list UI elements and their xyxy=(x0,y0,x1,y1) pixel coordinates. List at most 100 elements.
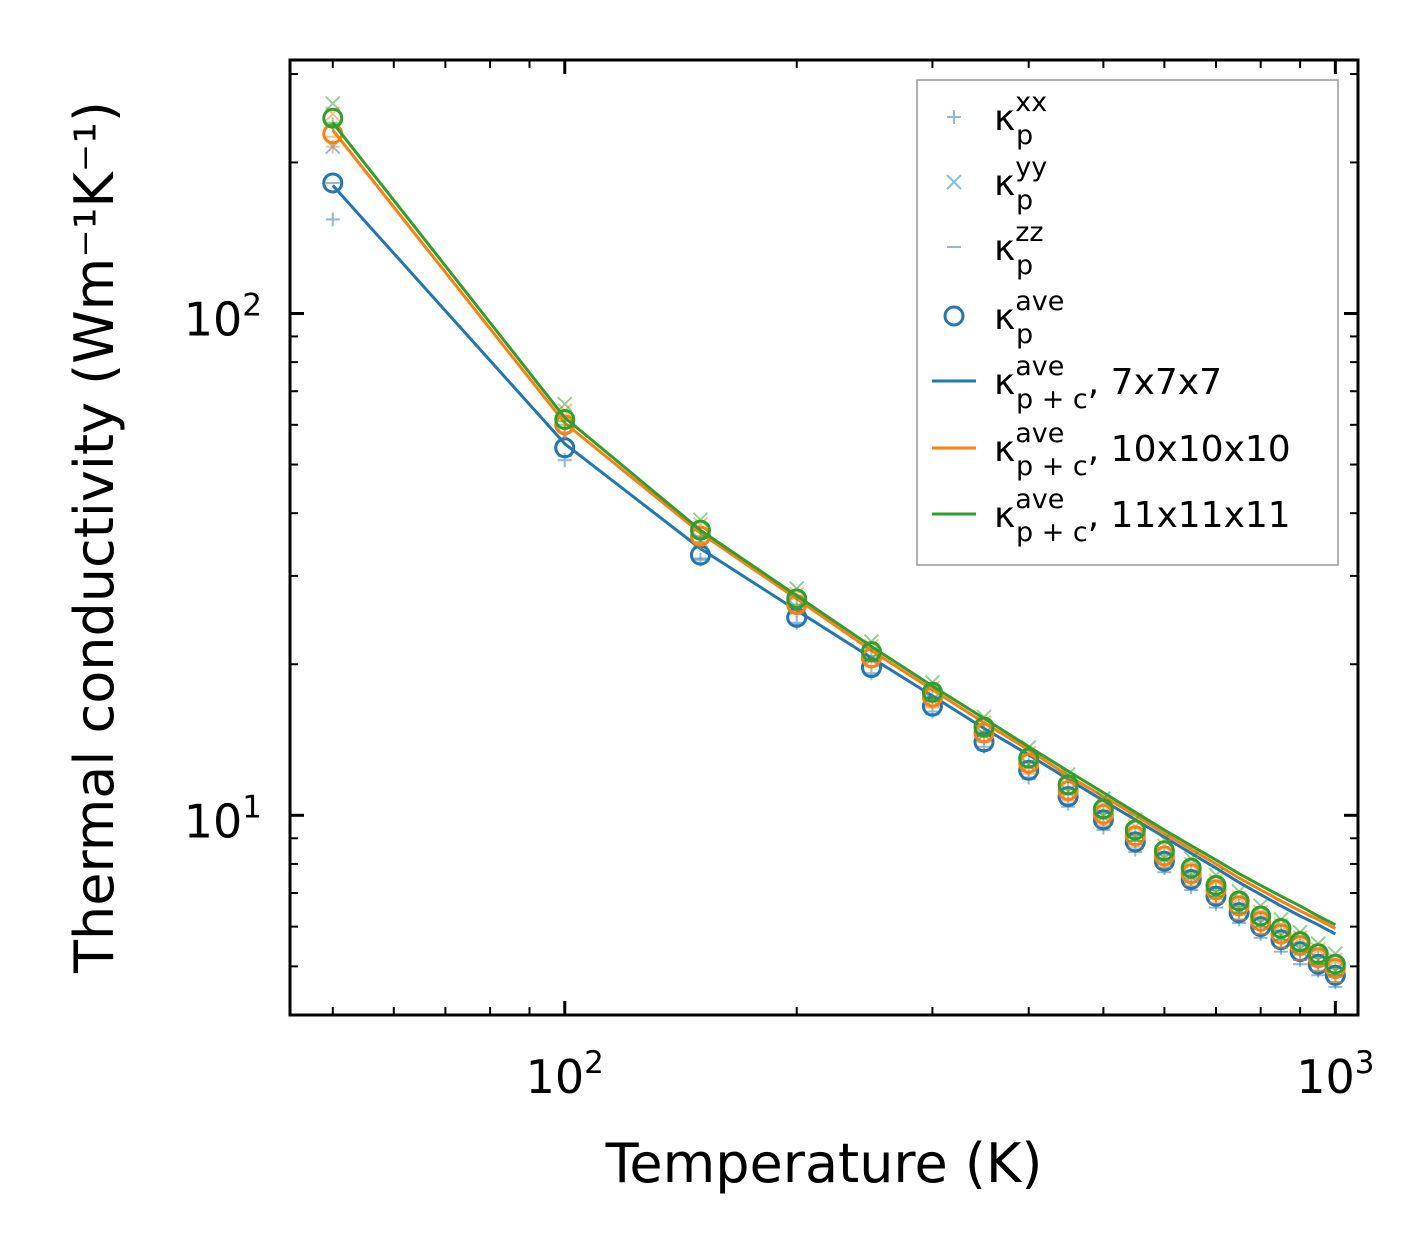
series-2-kave-point-ring xyxy=(786,588,808,610)
series-2-kyy-point-b xyxy=(557,396,573,412)
legend-subscript: p + c xyxy=(1016,517,1088,548)
series-2-kave-point xyxy=(786,588,808,610)
series-2-kave-point-ring xyxy=(1124,819,1146,841)
series-2-kave-point-ring xyxy=(1092,798,1114,820)
series-2-kave-point xyxy=(1250,905,1272,927)
series-2-kave-point xyxy=(1228,890,1250,912)
series-1-kave-point-ring xyxy=(1270,923,1292,945)
series-2-kave-point-ring xyxy=(1270,917,1292,939)
legend-superscript: zz xyxy=(1015,217,1043,248)
series-1-kave-point-ring xyxy=(973,722,995,744)
series-0-kave-point-ring xyxy=(322,172,344,194)
legend-label: κyy p xyxy=(994,152,1047,216)
series-2-kave-point-ring xyxy=(860,641,882,663)
legend-kappa: κ xyxy=(994,429,1015,470)
series-2-kave-point xyxy=(1092,798,1114,820)
series-1-kave-point xyxy=(973,722,995,744)
series-2-kave-point-ring xyxy=(554,408,576,430)
legend-kappa: κ xyxy=(994,163,1015,204)
legend-label: κzz p xyxy=(994,217,1044,281)
series-2-kave-point xyxy=(1018,747,1040,769)
series-2-kave-point-ring xyxy=(1307,943,1329,965)
series-2-kave-point-ring xyxy=(973,716,995,738)
y-tick-label-exp: 2 xyxy=(242,287,262,323)
x-tick-label-base: 10 xyxy=(526,1050,585,1104)
series-1-kave-point xyxy=(1124,825,1146,847)
series-0-kave-point xyxy=(322,172,344,194)
series-2-kave-point xyxy=(973,716,995,738)
series-2-kave-point-ring xyxy=(1205,874,1227,896)
legend-item: κave p + c, 11x11x11 xyxy=(932,484,1291,548)
legend-item: κave p xyxy=(943,286,1064,350)
legend-subscript: p xyxy=(1016,120,1033,151)
legend-kappa: κ xyxy=(994,98,1015,139)
legend-grid-size: , 10x10x10 xyxy=(1088,429,1291,470)
legend-item: κyy p xyxy=(946,152,1047,216)
series-2-kave-point xyxy=(860,641,882,663)
legend-subscript: p xyxy=(1016,250,1033,281)
series-2-kave-point-ring xyxy=(1018,747,1040,769)
y-tick-label-base: 10 xyxy=(184,292,243,346)
series-1-kave-point xyxy=(1057,780,1079,802)
legend-superscript: ave xyxy=(1015,418,1064,449)
y-tick-label: 102 xyxy=(184,287,262,346)
series-0-kxx-point xyxy=(325,212,340,227)
legend-item: κxx p xyxy=(947,87,1047,151)
legend-marker-b xyxy=(946,174,962,190)
series-2-kave-point-ring xyxy=(1057,774,1079,796)
plot-frame xyxy=(288,58,1360,1017)
series-1-kpc-line xyxy=(331,129,1337,930)
series-2-kave-point xyxy=(322,107,344,129)
series-0-kpc-line xyxy=(331,184,1337,936)
series-2-kpc-line xyxy=(331,121,1337,927)
legend-superscript: yy xyxy=(1015,152,1047,183)
legend-superscript: ave xyxy=(1015,286,1064,317)
series-2-kyy-point xyxy=(325,95,341,112)
legend-kappa: κ xyxy=(994,228,1015,269)
legend-marker-ring xyxy=(943,305,965,327)
series-2-kave-point xyxy=(689,519,711,541)
legend-label: κave p + c, 10x10x10 xyxy=(994,418,1291,482)
legend-superscript: ave xyxy=(1015,484,1064,515)
plot-area xyxy=(322,95,1346,990)
legend-label: κave p + c, 11x11x11 xyxy=(994,484,1291,548)
series-2-kave-point xyxy=(1289,931,1311,953)
legend-grid-size: , 7x7x7 xyxy=(1088,362,1222,403)
legend-marker xyxy=(947,110,961,124)
series-2-kave-point xyxy=(1324,953,1346,975)
legend-marker xyxy=(946,174,962,190)
series-2-kave-point-ring xyxy=(689,519,711,541)
series-1-kave-point xyxy=(1270,923,1292,945)
series-2-kyy-point-b xyxy=(325,95,341,112)
legend-superscript: ave xyxy=(1015,351,1064,382)
legend-label: κave p xyxy=(994,286,1064,350)
series-2-kave-point-ring xyxy=(921,681,943,703)
series-1-kave-point-ring xyxy=(1057,780,1079,802)
series-2-kave-point xyxy=(1205,874,1227,896)
series-1-kave-point-ring xyxy=(1124,825,1146,847)
x-tick-label-exp: 2 xyxy=(584,1045,604,1081)
legend-label: κxx p xyxy=(994,87,1047,151)
legend-subscript: p + c xyxy=(1016,384,1088,415)
series-2-kave-point-ring xyxy=(1324,953,1346,975)
legend-kappa: κ xyxy=(994,297,1015,338)
x-tick-label-base: 10 xyxy=(1296,1050,1355,1104)
legend-subscript: p xyxy=(1016,319,1033,350)
y-tick-label-base: 10 xyxy=(184,794,243,848)
legend-item: κave p + c, 7x7x7 xyxy=(932,351,1222,415)
series-2-kyy-point xyxy=(557,396,573,412)
series-2-kave-point xyxy=(1057,774,1079,796)
series-1-kave-point xyxy=(1180,863,1202,885)
series-2-kave-point-ring xyxy=(1228,890,1250,912)
legend-item: κave p + c, 10x10x10 xyxy=(932,418,1291,482)
x-tick-label: 102 xyxy=(526,1045,604,1104)
legend-superscript: xx xyxy=(1015,87,1047,118)
legend-label: κave p + c, 7x7x7 xyxy=(994,351,1222,415)
axis-ticks xyxy=(290,60,1358,1015)
x-axis-title: Temperature (K) xyxy=(605,1132,1043,1195)
series-2-kyy-point-b xyxy=(1327,945,1344,962)
legend-grid-size: , 11x11x11 xyxy=(1088,495,1291,536)
